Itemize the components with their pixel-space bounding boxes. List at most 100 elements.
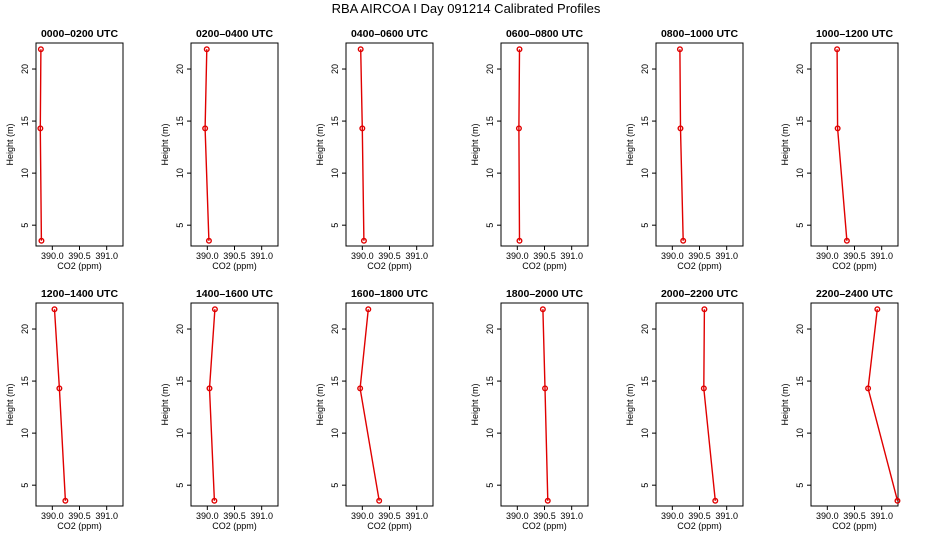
- profile-panel: 2200–2400 UTC 390.0 390.5 391.0 5 10 15 20 CO2 (…: [780, 288, 901, 531]
- y-tick-label: 5: [640, 223, 650, 228]
- panel-title: 0400–0600 UTC: [351, 28, 428, 40]
- x-tick-label: 391.0: [560, 511, 583, 521]
- plot-frame: [345, 302, 434, 507]
- y-tick-label: 10: [640, 168, 650, 178]
- plot-frame: [190, 42, 279, 247]
- y-tick-label: 15: [640, 116, 650, 126]
- data-point: [516, 46, 523, 53]
- panel-title: 1800–2000 UTC: [506, 288, 583, 300]
- y-axis-label: Height (m): [315, 123, 325, 165]
- panel-title: 1600–1800 UTC: [351, 288, 428, 300]
- data-point: [712, 497, 719, 504]
- x-tick-label: 390.5: [68, 251, 91, 261]
- x-tick-label: 391.0: [95, 511, 118, 521]
- profile-line: [836, 49, 848, 241]
- panel-title: 0800–1000 UTC: [661, 28, 738, 40]
- y-tick-label: 10: [175, 168, 185, 178]
- data-point: [516, 237, 523, 244]
- y-axis-label: Height (m): [780, 123, 790, 165]
- profile-panel: 1800–2000 UTC 390.0 390.5 391.0 5 10 15 20 CO2 (…: [470, 288, 589, 531]
- y-tick-label: 10: [175, 428, 185, 438]
- x-tick-label: 391.0: [715, 511, 738, 521]
- panel-title: 0200–0400 UTC: [196, 28, 273, 40]
- x-tick-label: 391.0: [870, 251, 893, 261]
- y-axis-label: Height (m): [625, 383, 635, 425]
- y-tick-label: 5: [640, 483, 650, 488]
- y-tick-label: 15: [330, 376, 340, 386]
- profile-panel: 0200–0400 UTC 390.0 390.5 391.0 5 10 15 20 CO2 (…: [160, 28, 279, 271]
- y-tick-label: 20: [175, 64, 185, 74]
- data-point: [206, 385, 213, 392]
- y-tick-label: 10: [640, 428, 650, 438]
- y-tick-label: 15: [330, 116, 340, 126]
- plot-frame: [500, 302, 589, 507]
- data-point: [203, 46, 210, 53]
- x-tick-label: 391.0: [870, 511, 893, 521]
- x-axis-label: CO2 (ppm): [367, 521, 412, 531]
- y-tick-label: 15: [795, 116, 805, 126]
- data-point: [515, 125, 522, 132]
- y-tick-label: 15: [485, 116, 495, 126]
- profile-line: [204, 49, 210, 241]
- y-tick-label: 15: [20, 376, 30, 386]
- panel-title: 0000–0200 UTC: [41, 28, 118, 40]
- profile-panel: 0000–0200 UTC 390.0 390.5 391.0 5 10 15 20 CO2 (…: [5, 28, 124, 271]
- y-tick-label: 15: [175, 116, 185, 126]
- y-tick-label: 20: [795, 64, 805, 74]
- x-tick-label: 390.0: [816, 251, 839, 261]
- profile-panel: 1600–1800 UTC 390.0 390.5 391.0 5 10 15 20 CO2 (…: [315, 288, 434, 531]
- profile-panel: 2000–2200 UTC 390.0 390.5 391.0 5 10 15 20 CO2 (…: [625, 288, 744, 531]
- x-axis-label: CO2 (ppm): [57, 261, 102, 271]
- profile-line: [360, 49, 365, 241]
- data-point: [874, 306, 881, 313]
- x-tick-label: 390.5: [68, 511, 91, 521]
- data-point: [894, 497, 901, 504]
- data-point: [51, 306, 58, 313]
- profile-panel: 1400–1600 UTC 390.0 390.5 391.0 5 10 15 20 CO2 (…: [160, 288, 279, 531]
- data-point: [701, 306, 708, 313]
- plot-frame: [190, 302, 279, 507]
- profile-line: [39, 49, 43, 241]
- profile-line: [703, 309, 716, 501]
- y-tick-label: 10: [20, 168, 30, 178]
- y-tick-label: 20: [330, 64, 340, 74]
- panel-title: 1200–1400 UTC: [41, 288, 118, 300]
- y-tick-label: 20: [485, 64, 495, 74]
- panel-title: 1000–1200 UTC: [816, 28, 893, 40]
- x-axis-label: CO2 (ppm): [677, 521, 722, 531]
- y-tick-label: 20: [640, 324, 650, 334]
- page-title: RBA AIRCOA I Day 091214 Calibrated Profi…: [332, 1, 601, 16]
- x-axis-label: CO2 (ppm): [832, 521, 877, 531]
- x-tick-label: 390.5: [223, 511, 246, 521]
- data-point: [539, 306, 546, 313]
- data-point: [542, 385, 549, 392]
- y-tick-label: 10: [795, 428, 805, 438]
- x-axis-label: CO2 (ppm): [57, 521, 102, 531]
- plot-frame: [345, 42, 434, 247]
- x-axis-label: CO2 (ppm): [212, 261, 257, 271]
- x-tick-label: 391.0: [560, 251, 583, 261]
- y-tick-label: 20: [330, 324, 340, 334]
- data-point: [834, 125, 841, 132]
- x-tick-label: 391.0: [250, 511, 273, 521]
- profile-panel: 0400–0600 UTC 390.0 390.5 391.0 5 10 15 20 CO2 (…: [315, 28, 434, 271]
- x-tick-label: 390.0: [41, 251, 64, 261]
- x-tick-label: 391.0: [405, 251, 428, 261]
- data-point: [376, 497, 383, 504]
- profile-line: [679, 49, 684, 241]
- profile-panel: 0600–0800 UTC 390.0 390.5 391.0 5 10 15 20 CO2 (…: [470, 28, 589, 271]
- profile-line: [53, 309, 67, 501]
- plot-frame: [35, 42, 124, 247]
- profile-panel: 1200–1400 UTC 390.0 390.5 391.0 5 10 15 20 CO2 (…: [5, 288, 124, 531]
- y-tick-label: 10: [330, 168, 340, 178]
- data-point: [834, 46, 841, 53]
- x-tick-label: 390.5: [688, 251, 711, 261]
- y-axis-label: Height (m): [470, 123, 480, 165]
- y-tick-label: 5: [175, 223, 185, 228]
- data-point: [211, 497, 218, 504]
- y-tick-label: 10: [795, 168, 805, 178]
- y-tick-label: 15: [175, 376, 185, 386]
- x-tick-label: 390.0: [41, 511, 64, 521]
- y-axis-label: Height (m): [625, 123, 635, 165]
- x-tick-label: 390.0: [351, 511, 374, 521]
